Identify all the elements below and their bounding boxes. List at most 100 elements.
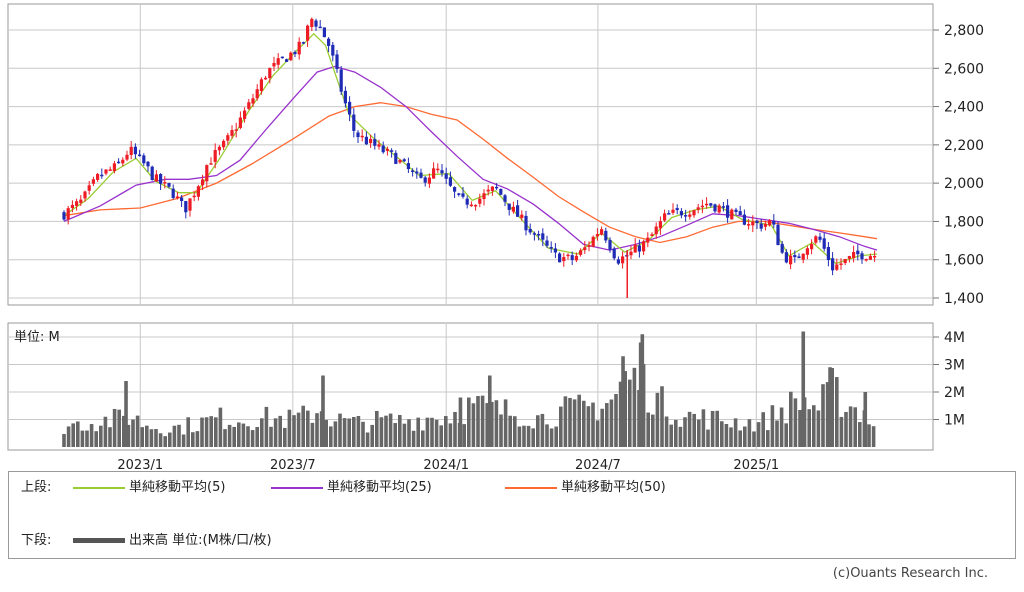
volume-bar	[453, 411, 457, 447]
y-tick-label: 1,400	[944, 291, 984, 307]
candle-body	[528, 228, 532, 233]
candle-body	[772, 220, 776, 225]
ma-line	[63, 65, 878, 251]
candle-body	[629, 251, 633, 256]
candle-body	[503, 195, 507, 202]
volume-bar	[738, 430, 742, 447]
candle-body	[70, 204, 74, 209]
candle-body	[868, 256, 872, 260]
candle-body	[633, 244, 637, 253]
candle-body	[856, 250, 860, 255]
candle-body	[469, 204, 473, 207]
volume-bar	[375, 410, 379, 447]
candle-body	[188, 198, 192, 211]
legend-ma50-label: 単純移動平均(50)	[561, 480, 666, 495]
volume-bar	[568, 397, 572, 447]
volume-bar	[490, 401, 494, 447]
volume-bar	[310, 422, 315, 447]
candle-body	[129, 146, 133, 155]
volume-bar	[76, 421, 80, 447]
volume-bar	[494, 400, 499, 447]
candle-body	[726, 205, 730, 218]
volume-bar	[99, 425, 103, 447]
volume-bar	[195, 431, 200, 447]
volume-bar	[828, 367, 832, 447]
candle-body	[835, 264, 839, 270]
volume-bar	[255, 427, 259, 447]
volume-bar	[124, 381, 128, 447]
y-tick-label: 2,600	[944, 61, 984, 77]
candle-body	[654, 226, 658, 235]
volume-bar	[775, 420, 779, 447]
candle-body	[478, 198, 482, 204]
candle-body	[873, 255, 877, 258]
volume-bar	[321, 375, 325, 447]
volume-bar	[379, 417, 384, 447]
volume-bar	[646, 412, 650, 447]
candle-body	[87, 185, 91, 191]
legend-ma25-label: 単純移動平均(25)	[327, 480, 432, 495]
volume-bar	[674, 419, 678, 447]
candle-body	[646, 237, 650, 243]
volume-bar	[352, 416, 356, 447]
volume-bar	[858, 422, 862, 447]
volume-bar	[605, 403, 609, 447]
candle-body	[696, 207, 700, 210]
candle-body	[658, 221, 662, 229]
volume-bar	[540, 413, 545, 447]
x-tick-label: 2023/1	[117, 458, 163, 473]
volume-bar	[480, 395, 485, 447]
volume-bar	[117, 409, 121, 447]
candle-body	[385, 148, 389, 151]
candle-body	[587, 245, 591, 247]
legend-ma5-label: 単純移動平均(5)	[129, 480, 226, 495]
volume-bar	[384, 415, 388, 447]
volume-bar	[825, 382, 830, 447]
candle-body	[243, 110, 247, 119]
y-tick-label: 2,800	[944, 23, 984, 39]
volume-bar	[683, 417, 687, 447]
volume-bar	[315, 413, 319, 447]
volume-bar	[678, 426, 683, 447]
candle-body	[125, 154, 129, 160]
candle-body	[339, 69, 343, 92]
candle-body	[742, 214, 746, 225]
volume-bars	[62, 331, 876, 447]
volume-bar	[720, 421, 724, 447]
candle-body	[738, 211, 742, 216]
candle-body	[667, 213, 671, 215]
candle-body	[276, 58, 280, 65]
candle-body	[650, 234, 654, 236]
volume-bar	[812, 405, 816, 447]
candle-body	[730, 209, 734, 220]
volume-bar	[522, 425, 526, 447]
volume-y-axis: 4M 3M 2M 1M	[933, 330, 965, 429]
candle-body	[432, 168, 436, 179]
candle-body	[595, 234, 599, 237]
volume-bar	[609, 399, 614, 447]
candle-body	[818, 236, 822, 240]
volume-bar	[623, 371, 627, 447]
candle-body	[310, 18, 314, 28]
volume-bar	[715, 410, 719, 447]
candle-body	[96, 173, 100, 180]
candle-body	[608, 239, 612, 250]
candle-body	[83, 191, 87, 199]
candle-body	[289, 52, 293, 61]
candle-body	[259, 79, 263, 92]
candle-body	[163, 182, 167, 184]
volume-bar	[660, 386, 664, 447]
volume-bar	[200, 417, 204, 447]
candle-body	[826, 246, 830, 261]
candle-body	[335, 54, 339, 70]
volume-bar	[140, 427, 144, 447]
volume-bar	[306, 410, 310, 447]
volume-bar	[278, 415, 282, 447]
candle-body	[532, 233, 536, 235]
volume-bar	[577, 394, 581, 447]
volume-bar	[549, 428, 554, 447]
candle-body	[541, 233, 545, 240]
volume-bar	[145, 425, 149, 447]
candle-body	[801, 253, 805, 260]
candle-body	[406, 163, 410, 170]
